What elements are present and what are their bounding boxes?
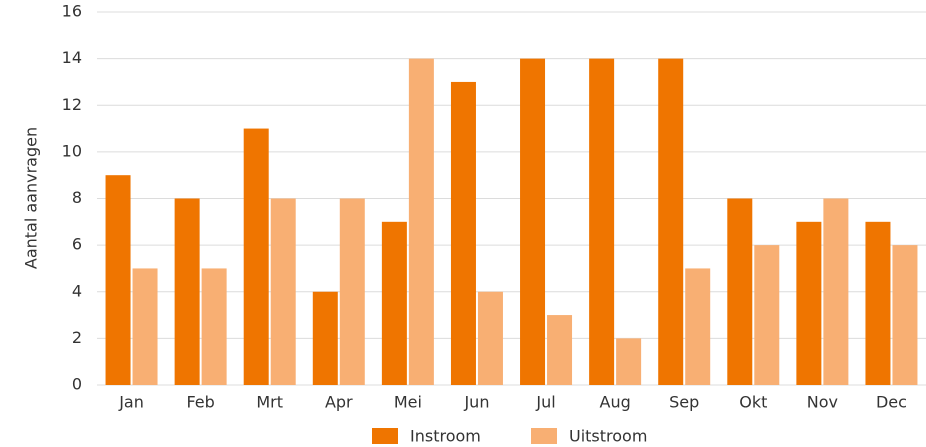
bar [727,198,753,385]
x-tick-label: Mei [394,393,422,412]
bar [174,198,200,385]
x-tick-label: Aug [600,393,631,412]
bar [589,58,615,385]
bar [823,198,849,385]
x-tick-label: Feb [186,393,214,412]
y-tick-label: 6 [72,235,82,254]
bar [270,198,296,385]
y-tick-label: 0 [72,375,82,394]
legend-label: Uitstroom [569,427,647,446]
x-tick-label: Apr [325,393,353,412]
y-tick-label: 10 [62,141,82,160]
x-tick-label: Dec [876,393,907,412]
bar [132,268,158,385]
bar [754,245,780,385]
y-tick-label: 14 [62,48,82,67]
bar [685,268,711,385]
legend-swatch [531,428,557,444]
bar [312,291,338,385]
x-tick-label: Nov [807,393,838,412]
bar [865,221,891,385]
x-tick-label: Okt [739,393,767,412]
legend-swatch [372,428,398,444]
bar [892,245,918,385]
y-tick-label: 4 [72,281,82,300]
bar [477,291,503,385]
y-tick-label: 8 [72,188,82,207]
y-axis-label: Aantal aanvragen [22,127,41,269]
bar [408,58,434,385]
x-tick-label: Jan [118,393,144,412]
x-tick-label: Jun [463,393,489,412]
x-tick-label: Mrt [256,393,283,412]
x-tick-label: Jul [535,393,555,412]
bar [381,221,407,385]
bar [105,175,131,385]
bar [520,58,546,385]
bar [450,81,476,385]
x-tick-label: Sep [669,393,699,412]
bar [201,268,227,385]
y-tick-label: 2 [72,328,82,347]
bar [616,338,642,385]
legend-label: Instroom [410,427,481,446]
bar [658,58,684,385]
bar [243,128,269,385]
y-tick-label: 12 [62,95,82,114]
bar [547,315,573,385]
bar [796,221,822,385]
bar [339,198,365,385]
y-tick-label: 16 [62,2,82,21]
